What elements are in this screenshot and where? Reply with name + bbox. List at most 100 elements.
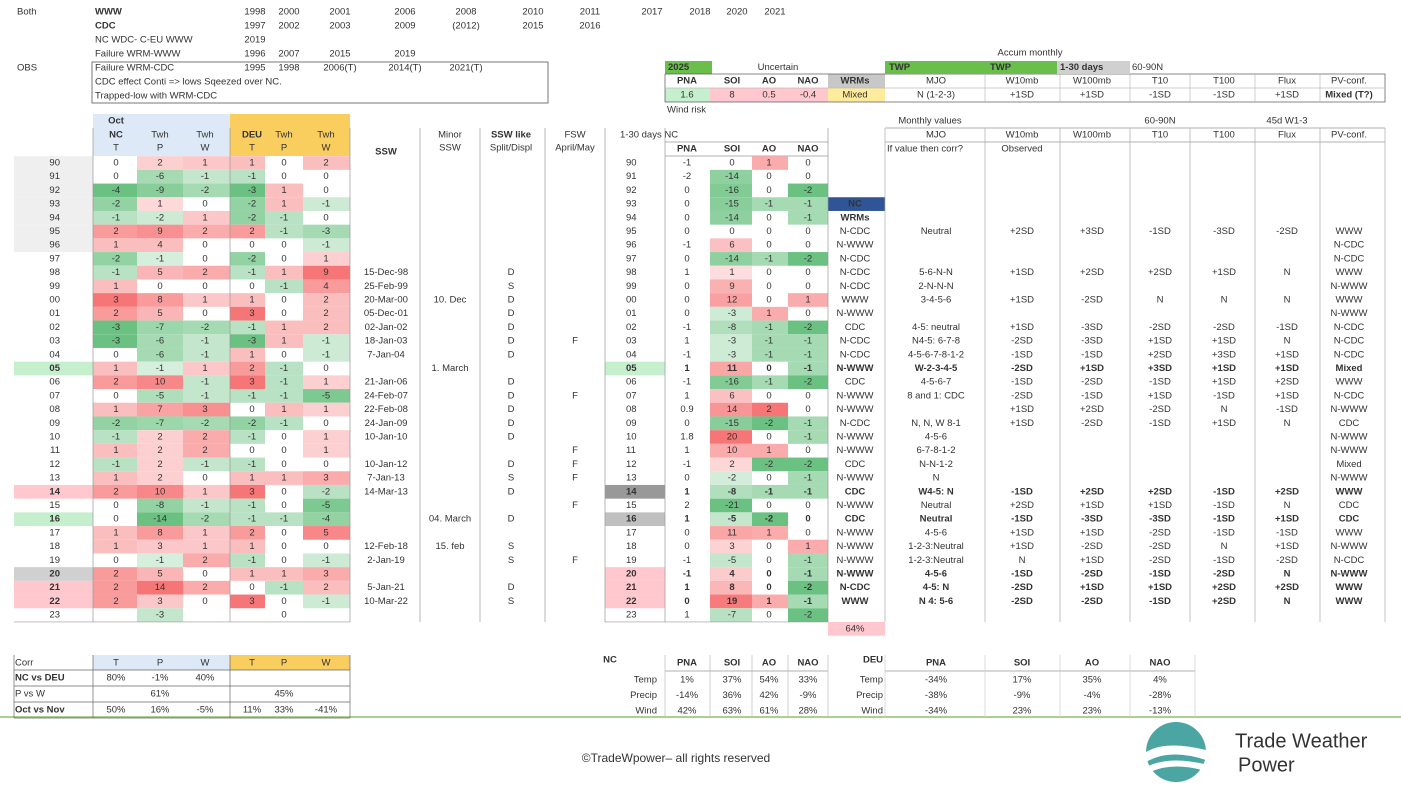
cell-value: 1. March <box>432 363 469 374</box>
cell-bg <box>93 320 137 335</box>
year-label: 15 <box>626 500 637 511</box>
logo-icon <box>1146 722 1206 782</box>
cell-value: 02-Jan-02 <box>365 322 408 333</box>
cell-bg <box>303 471 350 485</box>
copyright: ©TradeWpower– all rights reserved <box>582 751 770 765</box>
cell-bg <box>303 224 350 239</box>
pv-value: WWW <box>1336 527 1363 538</box>
cell-bg <box>137 375 183 390</box>
cell-value: D <box>508 432 515 443</box>
year: 2010 <box>522 7 543 18</box>
corr-label: Temp <box>634 675 657 686</box>
cell-bg <box>93 361 137 376</box>
cell-bg <box>93 402 137 417</box>
cell-value: 0 <box>323 185 328 196</box>
sd-value: -3SD <box>1149 514 1171 525</box>
cell-value: 0 <box>281 240 286 251</box>
year: 2017 <box>641 7 662 18</box>
mjo-value: Neutral <box>921 500 952 511</box>
cell-bg <box>605 594 665 609</box>
cell-bg <box>303 594 350 609</box>
wrm-value: WRMs <box>840 212 869 223</box>
year-label: 08 <box>49 404 60 415</box>
monthly-col: W100mb <box>1073 130 1111 141</box>
cell-value: 1 <box>249 295 254 306</box>
cell-value: 0 <box>805 527 810 538</box>
cell-bg <box>230 430 265 444</box>
cell-value: -16 <box>725 185 739 196</box>
cell-bg <box>710 608 752 622</box>
cell-bg <box>710 471 752 485</box>
cell-bg <box>183 457 230 472</box>
cell-bg <box>137 443 183 458</box>
cell-value: 0 <box>805 514 810 525</box>
cell-bg <box>137 539 183 554</box>
year-label: 21 <box>626 582 637 593</box>
year-label: 99 <box>626 281 637 292</box>
corr-col: AO <box>762 658 776 669</box>
sd-value: -2SD <box>1276 226 1298 237</box>
cell-bg <box>230 594 265 609</box>
wrm-value: N-WWW <box>837 569 874 580</box>
mjo-value: W4-5: N <box>918 486 954 497</box>
accum-col: W100mb <box>1073 76 1111 87</box>
cell-bg <box>93 197 137 211</box>
cell-value: 1 <box>323 404 328 415</box>
bar-label: TWP <box>889 62 911 73</box>
cell-bg <box>752 375 788 390</box>
sd-value: -1SD <box>1011 486 1033 497</box>
cell-value: D <box>508 582 515 593</box>
cell-value: 10-Mar-22 <box>364 596 408 607</box>
var-head: W <box>322 143 331 154</box>
cell-value: 0 <box>323 459 328 470</box>
cell-bg <box>788 608 828 622</box>
year-label: 23 <box>49 610 60 621</box>
cell-value: -1 <box>248 267 256 278</box>
cell-value: 3 <box>323 473 328 484</box>
cell-value: D <box>508 308 515 319</box>
cell-value: -1 <box>156 363 164 374</box>
corr-col: SOI <box>1014 658 1030 669</box>
cell-bg <box>183 224 230 239</box>
year: 2021 <box>764 7 785 18</box>
cell-value: -2 <box>804 253 812 264</box>
cell-value: -2 <box>248 199 256 210</box>
year-label: 93 <box>626 199 637 210</box>
cell-value: 2 <box>323 322 328 333</box>
cell-value: 9 <box>323 267 328 278</box>
cell-value: -1 <box>683 349 691 360</box>
cell-bg <box>230 389 265 403</box>
cell-bg <box>752 156 788 170</box>
year-label: 06 <box>49 377 60 388</box>
cell-bg <box>230 252 265 266</box>
cell-bg <box>93 265 137 280</box>
cell-value: 19 <box>727 596 738 607</box>
mjo-value: 4-5-6 <box>925 432 947 443</box>
cell-value: 2 <box>157 432 162 443</box>
year-label: 20 <box>626 569 637 580</box>
ssw-head: SSW <box>439 143 461 154</box>
cell-bg <box>303 526 350 540</box>
cell-bg <box>93 567 137 581</box>
cell-value: 2 <box>729 459 734 470</box>
cell-value: 0 <box>202 281 207 292</box>
corr-value: -34% <box>925 675 948 686</box>
corr-value: -41% <box>315 705 338 716</box>
cell-value: -1 <box>804 432 812 443</box>
pv-value: N-WWW <box>1331 308 1368 319</box>
sd-value: -1SD <box>1213 500 1235 511</box>
corr-value: -28% <box>1149 690 1172 701</box>
cell-bg <box>828 197 885 211</box>
cell-bg <box>710 375 752 390</box>
wrm-value: CDC <box>845 459 866 470</box>
corr-value: 45% <box>274 689 294 700</box>
cell-value: 8 <box>729 582 734 593</box>
cell-bg <box>230 457 265 472</box>
cell-bg <box>710 430 752 444</box>
cell-bg <box>93 457 137 472</box>
var-head: P <box>157 143 163 154</box>
sd-value: +1SD <box>1080 582 1104 593</box>
cell-value: 14 <box>155 582 166 593</box>
cell-value: F <box>572 336 578 347</box>
